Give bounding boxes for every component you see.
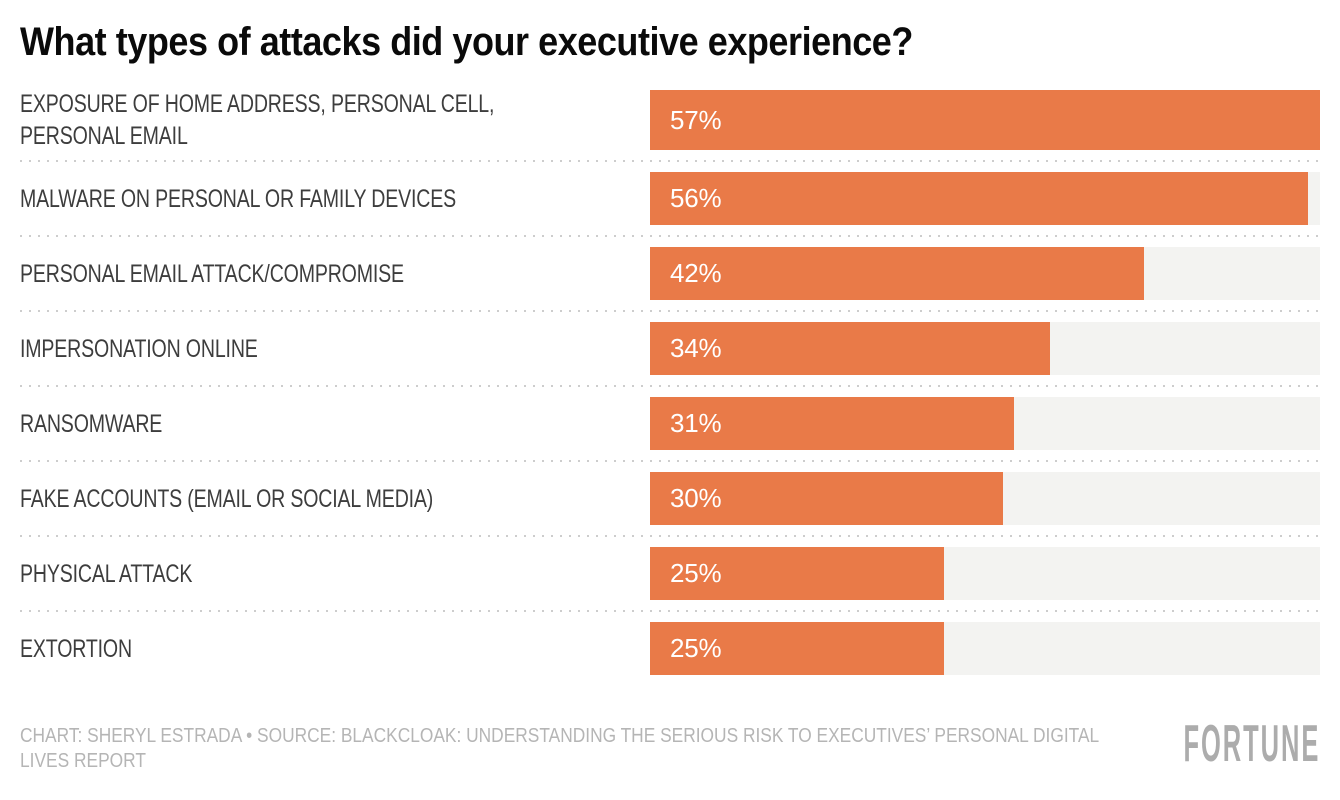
category-label: IMPERSONATION ONLINE <box>20 334 258 363</box>
bar-track: 42% <box>650 247 1320 300</box>
chart-title: What types of attacks did your executive… <box>20 20 913 64</box>
value-label: 30% <box>670 483 722 513</box>
bar-track: 25% <box>650 547 1320 600</box>
chart-row: PERSONAL EMAIL ATTACK/COMPROMISE 42% <box>20 235 1320 311</box>
bar-track: 25% <box>650 622 1320 675</box>
category-label-cell: IMPERSONATION ONLINE <box>20 311 650 386</box>
category-label-cell: EXPOSURE OF HOME ADDRESS, PERSONAL CELL,… <box>20 79 650 161</box>
chart-row: MALWARE ON PERSONAL OR FAMILY DEVICES 56… <box>20 160 1320 236</box>
chart-row: FAKE ACCOUNTS (EMAIL OR SOCIAL MEDIA) 30… <box>20 460 1320 536</box>
category-label: RANSOMWARE <box>20 409 163 438</box>
value-label: 25% <box>670 633 722 663</box>
chart-row: EXPOSURE OF HOME ADDRESS, PERSONAL CELL,… <box>20 79 1320 161</box>
credit-line: CHART: SHERYL ESTRADA • SOURCE: BLACKCLO… <box>20 725 1099 772</box>
chart-row: RANSOMWARE 31% <box>20 385 1320 461</box>
bar: 25% <box>650 547 944 600</box>
category-label-cell: RANSOMWARE <box>20 386 650 461</box>
category-label-cell: PHYSICAL ATTACK <box>20 536 650 611</box>
chart-row: PHYSICAL ATTACK 25% <box>20 535 1320 611</box>
value-label: 34% <box>670 333 722 363</box>
bar-track: 31% <box>650 397 1320 450</box>
value-label: 25% <box>670 558 722 588</box>
category-label: EXTORTION <box>20 634 132 663</box>
value-label: 42% <box>670 258 722 288</box>
category-label-cell: EXTORTION <box>20 611 650 686</box>
category-label: EXPOSURE OF HOME ADDRESS, PERSONAL CELL,… <box>20 90 495 150</box>
chart-footer: CHART: SHERYL ESTRADA • SOURCE: BLACKCLO… <box>20 715 1320 784</box>
bar: 31% <box>650 397 1015 450</box>
chart-row: EXTORTION 25% <box>20 610 1320 686</box>
value-label: 31% <box>670 408 722 438</box>
category-label-cell: FAKE ACCOUNTS (EMAIL OR SOCIAL MEDIA) <box>20 461 650 536</box>
bar: 56% <box>650 172 1309 225</box>
category-label: FAKE ACCOUNTS (EMAIL OR SOCIAL MEDIA) <box>20 484 434 513</box>
bar-track: 57% <box>650 90 1320 150</box>
bar-track: 34% <box>650 322 1320 375</box>
bar: 25% <box>650 622 944 675</box>
bar: 57% <box>650 90 1320 150</box>
category-label-cell: PERSONAL EMAIL ATTACK/COMPROMISE <box>20 236 650 311</box>
fortune-logo: FORTUNE <box>1183 715 1320 773</box>
category-label: PERSONAL EMAIL ATTACK/COMPROMISE <box>20 259 404 288</box>
chart-row: IMPERSONATION ONLINE 34% <box>20 310 1320 386</box>
category-label: PHYSICAL ATTACK <box>20 559 193 588</box>
category-label-cell: MALWARE ON PERSONAL OR FAMILY DEVICES <box>20 161 650 236</box>
bar: 34% <box>650 322 1050 375</box>
value-label: 56% <box>670 183 722 213</box>
bar-track: 56% <box>650 172 1320 225</box>
category-label: MALWARE ON PERSONAL OR FAMILY DEVICES <box>20 184 457 213</box>
bar-track: 30% <box>650 472 1320 525</box>
bar: 42% <box>650 247 1144 300</box>
bar: 30% <box>650 472 1003 525</box>
value-label: 57% <box>670 104 722 135</box>
bar-chart: EXPOSURE OF HOME ADDRESS, PERSONAL CELL,… <box>20 79 1320 686</box>
